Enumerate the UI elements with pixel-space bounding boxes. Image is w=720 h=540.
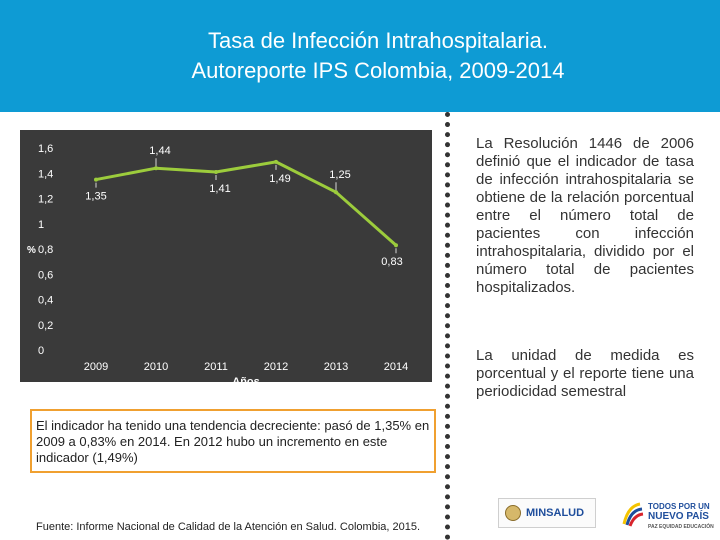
page-title: Tasa de Infección Intrahospitalaria. Aut…: [0, 26, 720, 86]
y-tick-label: 0: [38, 345, 44, 357]
x-axis-label: Años: [232, 376, 260, 382]
y-tick-label: 1,2: [38, 194, 53, 206]
nuevo-pais-logo: TODOS POR UN NUEVO PAÍS PAZ EQUIDAD EDUC…: [618, 498, 714, 532]
chart-canvas: 0 0,2 0,4 0,6 0,8 1 1,2 1,4 1,6% 2009 2010 2011 2012…: [27, 143, 408, 382]
x-tick-label: 2011: [204, 361, 228, 373]
data-label: 1,49: [269, 173, 290, 185]
nuevo-pais-icon: [622, 502, 644, 527]
nuevo-pais-text: TODOS POR UN NUEVO PAÍS PAZ EQUIDAD EDUC…: [648, 502, 714, 532]
title-line-2: Autoreporte IPS Colombia, 2009-2014: [191, 58, 565, 83]
x-tick-label: 2014: [384, 361, 408, 373]
y-tick-label: 0,4: [38, 295, 53, 307]
data-point: [334, 190, 338, 195]
nuevo-pais-line-3: PAZ EQUIDAD EDUCACIÓN: [648, 524, 714, 530]
nuevo-pais-line-2: NUEVO PAÍS: [648, 511, 709, 522]
coat-of-arms-icon: [505, 505, 521, 521]
data-label: 1,35: [85, 191, 106, 203]
x-tick-label: 2012: [264, 361, 288, 373]
y-tick-label: 0,2: [38, 320, 53, 332]
data-point: [274, 159, 278, 164]
data-point: [394, 243, 398, 248]
data-point: [154, 166, 158, 171]
x-tick-label: 2013: [324, 361, 348, 373]
data-label: 1,25: [329, 169, 350, 181]
data-point: [94, 177, 98, 182]
x-tick-label: 2010: [144, 361, 168, 373]
dotted-divider: [445, 112, 450, 540]
y-tick-label: 1,6: [38, 143, 53, 155]
data-label: 0,83: [381, 256, 402, 268]
series-line: [95, 160, 397, 247]
data-label: 1,44: [149, 145, 170, 157]
y-tick-label: 1,4: [38, 168, 53, 180]
y-tick-label: 1: [38, 219, 44, 231]
trend-note-text: El indicador ha tenido una tendencia dec…: [36, 418, 430, 465]
trend-note-box: El indicador ha tenido una tendencia dec…: [30, 409, 436, 473]
nuevo-pais-line-1: TODOS POR UN: [648, 502, 710, 511]
x-tick-label: 2009: [84, 361, 108, 373]
line-chart: 0 0,2 0,4 0,6 0,8 1 1,2 1,4 1,6% 2009 2010 2011 2012…: [20, 130, 432, 382]
y-tick-label: 0,8: [38, 244, 53, 256]
data-label: 1,41: [209, 183, 230, 195]
title-line-1: Tasa de Infección Intrahospitalaria.: [208, 28, 548, 53]
minsalud-logo: MINSALUD: [498, 498, 596, 528]
unit-paragraph: La unidad de medida es porcentual y el r…: [476, 347, 694, 400]
header-band: [0, 0, 720, 112]
definition-paragraph: La Resolución 1446 de 2006 definió que e…: [476, 135, 694, 296]
y-tick-label: 0,6: [38, 269, 53, 281]
source-note: Fuente: Informe Nacional de Calidad de l…: [36, 521, 421, 533]
y-axis-label: %: [27, 245, 36, 256]
data-point: [214, 169, 218, 174]
minsalud-logo-text: MINSALUD: [526, 507, 585, 519]
